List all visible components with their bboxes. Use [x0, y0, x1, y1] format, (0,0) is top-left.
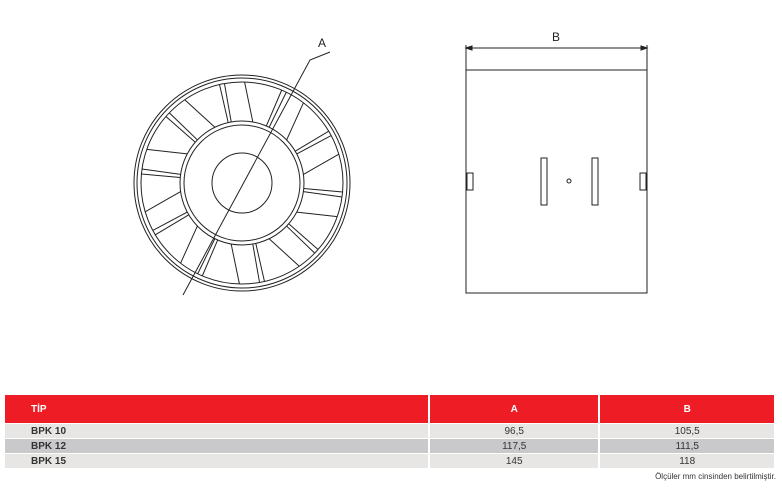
blade-edge [288, 223, 319, 250]
blade-edge [268, 238, 300, 267]
cell-tip: BPK 15 [5, 454, 428, 468]
blade-edge [286, 225, 316, 254]
cell-tip: BPK 12 [5, 439, 428, 453]
blade-edge [303, 188, 343, 193]
blade-edge [146, 148, 188, 155]
blade-edge [265, 89, 283, 127]
label-a: A [318, 36, 326, 50]
units-note: Ölçüler mm cinsinden belirtilmiştir. [655, 472, 776, 481]
blade-edge [303, 191, 343, 198]
cell-a: 96,5 [430, 424, 599, 438]
blade-edge [296, 211, 338, 218]
blade-edge [219, 84, 229, 123]
blade-edge [141, 173, 181, 178]
front-view [133, 51, 351, 296]
header-a: A [430, 395, 599, 423]
technical-drawing: A B [133, 30, 649, 296]
blade-edge [303, 153, 340, 175]
blade-edge [197, 238, 216, 274]
label-b: B [552, 30, 560, 44]
blade-edge [144, 191, 181, 213]
blade-edge [286, 102, 304, 141]
dimension-leader-a [182, 51, 331, 296]
blade-edge [201, 239, 219, 277]
table-row: BPK 10 96,5 105,5 [5, 424, 774, 438]
blade-edge [168, 112, 198, 141]
blades [141, 81, 343, 285]
cell-b: 105,5 [600, 424, 774, 438]
blade-edge [152, 211, 188, 231]
blade-edge [294, 130, 329, 152]
blade-edge [223, 83, 232, 123]
cell-b: 118 [600, 454, 774, 468]
side-view [464, 45, 649, 294]
blade-edge [268, 92, 287, 128]
hub-circle [211, 152, 273, 214]
blade-edge [296, 135, 332, 155]
cell-b: 111,5 [600, 439, 774, 453]
cell-a: 117,5 [430, 439, 599, 453]
table-row: BPK 12 117,5 111,5 [5, 439, 774, 453]
cell-a: 145 [430, 454, 599, 468]
header-tip: TİP [5, 395, 428, 423]
blade-edge [165, 116, 196, 143]
blade-edge [180, 225, 198, 264]
blade-edge [244, 81, 254, 123]
cell-tip: BPK 10 [5, 424, 428, 438]
blade-edge [155, 214, 190, 236]
blade-edge [230, 243, 240, 285]
blade-edge [141, 168, 181, 175]
blade-edge [252, 243, 261, 283]
header-b: B [600, 395, 774, 423]
blade-edge [255, 243, 265, 282]
dimension-table: TİP A B BPK 10 96,5 105,5 BPK 12 117,5 1… [3, 394, 776, 469]
table-row: BPK 15 145 118 [5, 454, 774, 468]
blade-edge [184, 99, 216, 128]
